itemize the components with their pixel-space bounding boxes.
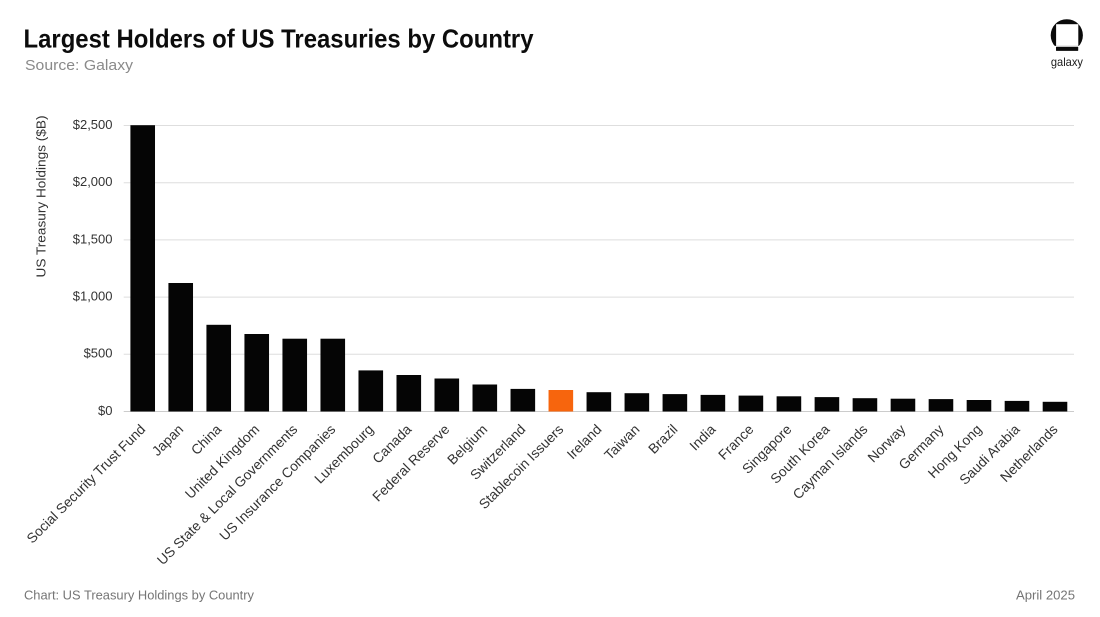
svg-text:$2,000: $2,000 <box>73 174 113 189</box>
svg-text:Chart: US Treasury Holdings by: Chart: US Treasury Holdings by Country <box>24 588 254 603</box>
svg-text:Source: Galaxy: Source: Galaxy <box>25 58 134 74</box>
svg-text:$0: $0 <box>98 403 112 418</box>
svg-text:US Treasury Holdings ($B): US Treasury Holdings ($B) <box>34 116 49 278</box>
svg-text:Largest Holders of US Treasuri: Largest Holders of US Treasuries by Coun… <box>24 24 534 54</box>
svg-text:galaxy: galaxy <box>1051 56 1083 69</box>
svg-text:$500: $500 <box>84 346 113 361</box>
svg-text:$2,500: $2,500 <box>73 117 113 132</box>
svg-text:$1,000: $1,000 <box>73 289 113 304</box>
svg-text:$1,500: $1,500 <box>73 231 113 246</box>
svg-text:April 2025: April 2025 <box>1016 588 1075 603</box>
